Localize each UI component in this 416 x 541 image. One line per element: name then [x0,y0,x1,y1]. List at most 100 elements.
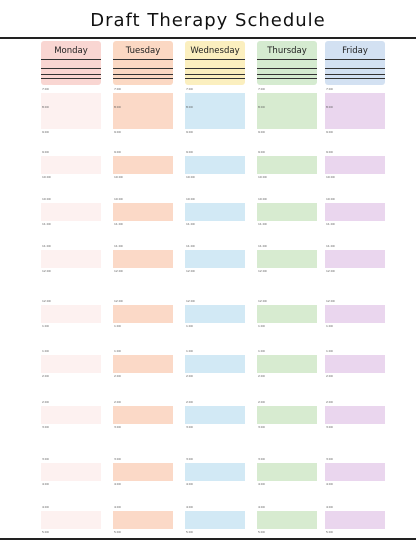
slot-box[interactable] [41,406,101,424]
slot-end-time: 2:00 [42,374,49,378]
slot-end-time: 11:00 [326,222,335,226]
slot-start-time: 12:00 [42,299,51,303]
slot-start-time: 3:00 [186,457,193,461]
slot-box[interactable] [41,355,101,373]
slot-box[interactable] [257,203,317,221]
slot-box[interactable] [325,93,385,111]
slot-box[interactable] [113,305,173,323]
slot-box[interactable] [185,305,245,323]
slot-end-time: 9:00 [114,130,121,134]
day-name: Friday [342,46,368,56]
slot-box[interactable] [325,111,385,129]
slot-box[interactable] [113,93,173,111]
header-rule [325,78,385,79]
day-column-tuesday: Tuesday7:008:008:009:009:0010:0010:0011:… [113,41,173,534]
header-rule [41,74,101,75]
slot-box[interactable] [185,250,245,268]
slot-start-time: 10:00 [258,197,267,201]
slot-box[interactable] [257,156,317,174]
slot-start-time: 8:00 [114,105,121,109]
slot-box[interactable] [257,463,317,481]
slot-end-time: 11:00 [186,222,195,226]
slot-start-time: 9:00 [42,150,49,154]
day-header: Wednesday [185,41,245,85]
day-name: Thursday [267,46,307,56]
slot-start-time: 9:00 [258,150,265,154]
slot-end-time: 11:00 [42,222,51,226]
slot-box[interactable] [41,463,101,481]
slot-box[interactable] [257,511,317,529]
slot-box[interactable] [41,111,101,129]
slot-box[interactable] [185,203,245,221]
slot-box[interactable] [41,93,101,111]
header-rule [113,68,173,69]
slot-box[interactable] [185,511,245,529]
slot-box[interactable] [113,511,173,529]
slot-end-time: 5:00 [186,530,193,534]
slot-start-time: 7:00 [186,87,193,91]
slot-start-time: 8:00 [326,105,333,109]
slot-box[interactable] [113,355,173,373]
slot-box[interactable] [41,250,101,268]
slot-start-time: 12:00 [186,299,195,303]
slot-start-time: 1:00 [114,349,121,353]
slot-end-time: 1:00 [42,324,49,328]
header-rule [185,68,245,69]
slot-box[interactable] [185,406,245,424]
slot-start-time: 11:00 [326,244,335,248]
slot-box[interactable] [113,111,173,129]
slot-end-time: 3:00 [186,425,193,429]
slot-box[interactable] [185,93,245,111]
header-rule [113,78,173,79]
slot-box[interactable] [185,111,245,129]
slot-box[interactable] [41,203,101,221]
slot-start-time: 2:00 [258,400,265,404]
slot-box[interactable] [185,463,245,481]
slot-end-time: 11:00 [114,222,123,226]
slot-end-time: 2:00 [114,374,121,378]
slot-start-time: 2:00 [42,400,49,404]
slot-end-time: 12:00 [258,269,267,273]
slot-end-time: 9:00 [326,130,333,134]
slot-box[interactable] [257,250,317,268]
slot-box[interactable] [41,156,101,174]
slot-start-time: 10:00 [114,197,123,201]
slot-box[interactable] [113,250,173,268]
slot-box[interactable] [185,355,245,373]
header-rule [325,68,385,69]
header-rule [185,74,245,75]
slot-box[interactable] [325,511,385,529]
slot-start-time: 3:00 [258,457,265,461]
slot-end-time: 12:00 [326,269,335,273]
slot-box[interactable] [325,305,385,323]
slot-end-time: 3:00 [42,425,49,429]
slot-box[interactable] [185,156,245,174]
slot-box[interactable] [41,305,101,323]
slot-box[interactable] [325,406,385,424]
slot-end-time: 2:00 [186,374,193,378]
slot-box[interactable] [113,156,173,174]
slot-box[interactable] [325,250,385,268]
day-name: Tuesday [125,46,161,56]
slot-box[interactable] [257,111,317,129]
slot-box[interactable] [113,463,173,481]
header-rule [113,59,173,60]
slot-start-time: 8:00 [42,105,49,109]
slot-end-time: 1:00 [114,324,121,328]
slot-start-time: 3:00 [42,457,49,461]
slot-end-time: 9:00 [258,130,265,134]
slot-box[interactable] [325,203,385,221]
slot-start-time: 7:00 [258,87,265,91]
slot-box[interactable] [257,305,317,323]
slot-box[interactable] [325,156,385,174]
slot-box[interactable] [325,355,385,373]
slot-start-time: 8:00 [258,105,265,109]
slot-box[interactable] [113,406,173,424]
slot-box[interactable] [113,203,173,221]
slot-box[interactable] [257,406,317,424]
slot-box[interactable] [257,355,317,373]
slot-box[interactable] [257,93,317,111]
slot-end-time: 1:00 [258,324,265,328]
slot-box[interactable] [325,463,385,481]
slot-box[interactable] [41,511,101,529]
